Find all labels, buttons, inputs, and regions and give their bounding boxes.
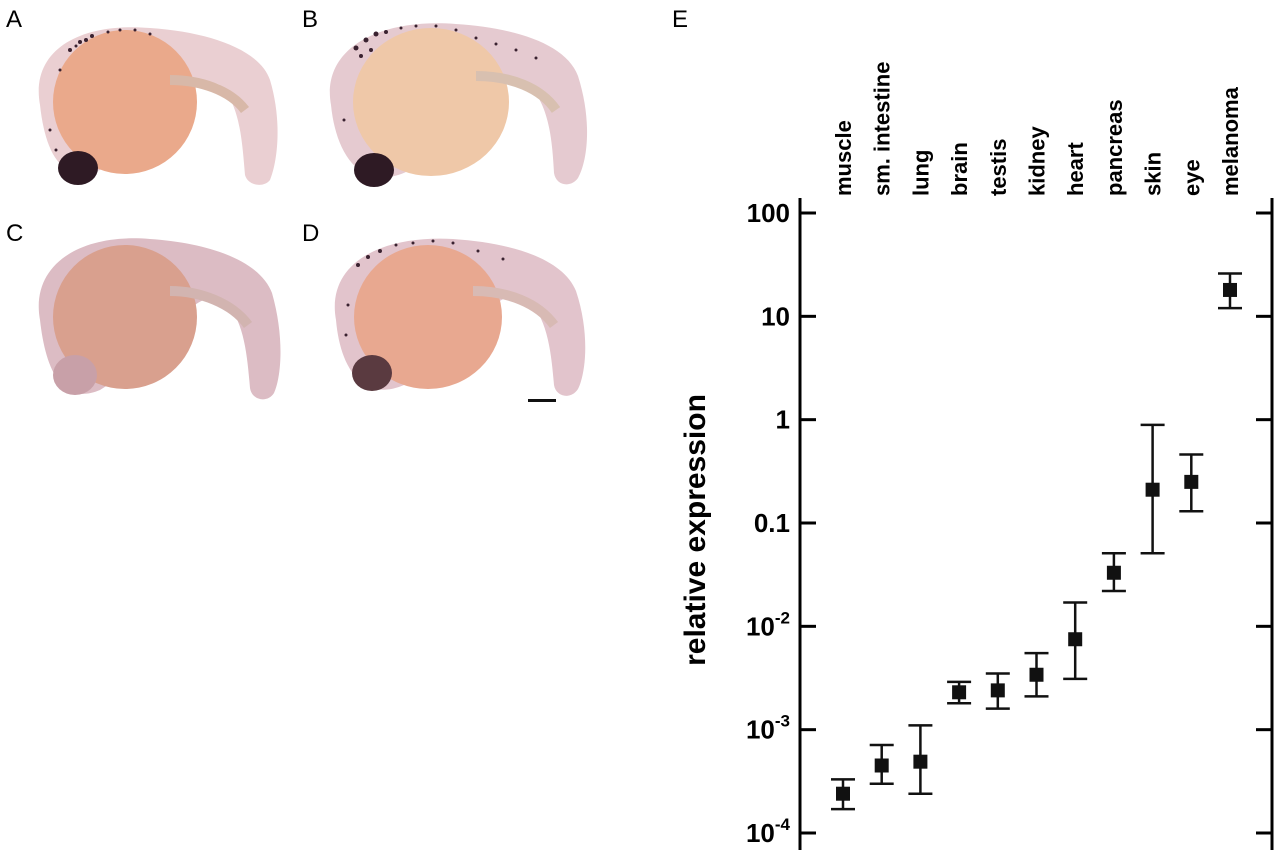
embryo-image-a bbox=[38, 27, 278, 185]
y-tick-label-4: 10-2 bbox=[746, 608, 790, 641]
data-point-3 bbox=[952, 685, 967, 700]
data-point-0 bbox=[836, 786, 850, 801]
data-point-7 bbox=[1106, 565, 1121, 580]
y-tick-label-1: 10 bbox=[761, 301, 790, 331]
y-tick-label-2: 1 bbox=[776, 405, 790, 435]
data-point-5 bbox=[1029, 667, 1044, 682]
category-label-0: muscle bbox=[831, 120, 856, 196]
category-label-6: heart bbox=[1063, 142, 1088, 196]
data-point-10 bbox=[1223, 282, 1237, 297]
embryo-image-c bbox=[38, 238, 281, 400]
y-axis-label: relative expression bbox=[679, 394, 712, 666]
data-point-2 bbox=[913, 754, 928, 769]
panel-letter-e: E bbox=[672, 6, 689, 33]
data-marks bbox=[831, 272, 1242, 811]
category-label-3: brain bbox=[947, 142, 972, 196]
category-label-5: kidney bbox=[1025, 126, 1050, 196]
category-label-7: pancreas bbox=[1102, 99, 1127, 196]
y-tick-label-5: 10-3 bbox=[746, 712, 790, 745]
category-label-4: testis bbox=[986, 139, 1011, 196]
scale-bar bbox=[528, 399, 556, 402]
data-point-8 bbox=[1145, 482, 1160, 497]
category-label-10: melanoma bbox=[1218, 86, 1243, 196]
category-label-2: lung bbox=[908, 150, 933, 196]
embryo-image-b bbox=[329, 23, 588, 187]
data-point-9 bbox=[1184, 474, 1199, 489]
chart-axes bbox=[798, 198, 1274, 850]
panel-letter-a: A bbox=[6, 6, 23, 33]
category-label-8: skin bbox=[1141, 152, 1166, 196]
y-tick-labels: 100 10 1 0.1 10-2 10-3 10-4 bbox=[746, 198, 791, 848]
category-label-1: sm. intestine bbox=[870, 62, 895, 196]
data-point-1 bbox=[874, 758, 889, 773]
panel-letter-b: B bbox=[302, 6, 319, 33]
y-tick-label-6: 10-4 bbox=[746, 815, 791, 848]
y-tick-label-0: 100 bbox=[747, 198, 790, 228]
category-labels: muscle sm. intestine lung brain testis kidney… bbox=[831, 62, 1243, 196]
data-point-4 bbox=[990, 683, 1005, 698]
panel-letter-d: D bbox=[302, 220, 320, 247]
data-point-6 bbox=[1068, 632, 1083, 647]
panel-letter-c: C bbox=[6, 220, 24, 247]
embryo-image-d bbox=[334, 238, 586, 402]
y-tick-label-3: 0.1 bbox=[754, 508, 790, 538]
category-label-9: eye bbox=[1179, 159, 1204, 196]
